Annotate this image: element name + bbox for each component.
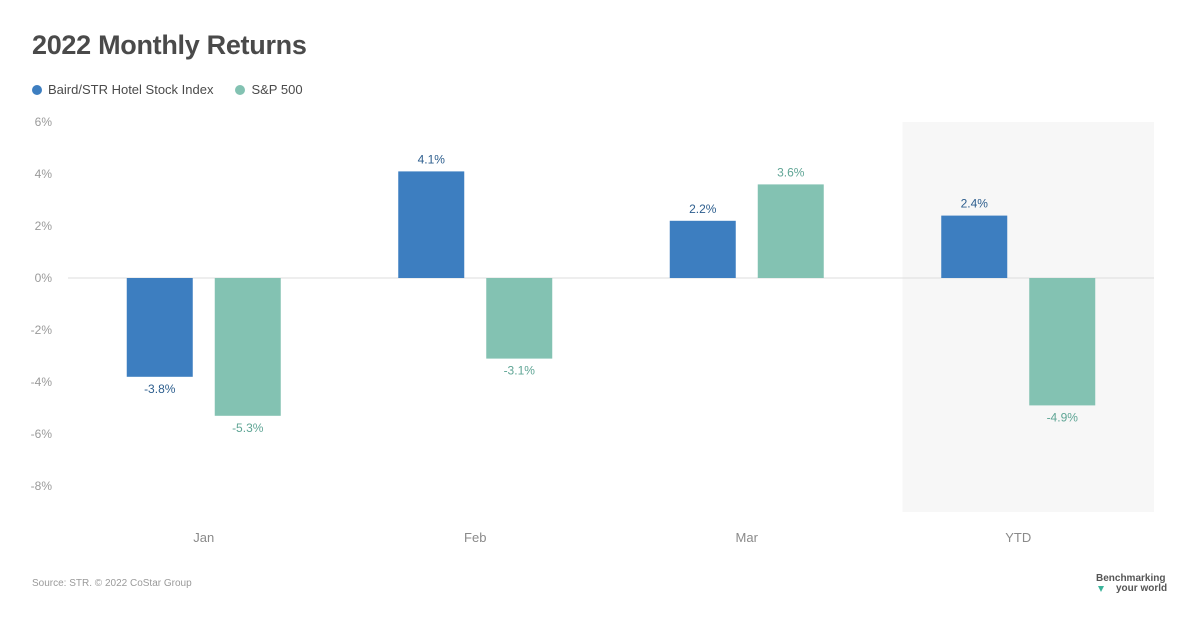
bar-2 [486, 278, 553, 359]
y-tick-label: 2% [35, 219, 53, 233]
x-tick-label: Feb [464, 530, 486, 545]
y-tick-label: -2% [31, 323, 53, 337]
legend: Baird/STR Hotel Stock Index S&P 500 [32, 82, 303, 97]
y-tick-label: 6% [35, 115, 53, 129]
chart-title: 2022 Monthly Returns [32, 30, 307, 60]
source-note: Source: STR. © 2022 CoStar Group [32, 578, 192, 589]
x-tick-label: YTD [1005, 530, 1031, 545]
legend-label-series-2: S&P 500 [251, 82, 303, 97]
data-label-1: 2.2% [689, 202, 717, 216]
bar-2 [1029, 278, 1096, 406]
y-tick-label: -4% [31, 375, 53, 389]
bar-1 [126, 278, 193, 377]
legend-swatch-series-1 [32, 84, 42, 95]
data-label-2: -5.3% [232, 421, 264, 435]
y-tick-label: 0% [35, 271, 53, 285]
logo-line-2: your world [1116, 583, 1167, 594]
bar-2 [214, 278, 281, 416]
benchmarking-logo: Benchmarking your world [1096, 573, 1167, 594]
y-tick-label: -8% [31, 479, 53, 493]
bar-1 [941, 215, 1008, 278]
data-label-1: -3.8% [144, 382, 176, 396]
highlight-band [902, 122, 1154, 512]
y-tick-label: 4% [35, 167, 53, 181]
legend-item-series-1: Baird/STR Hotel Stock Index [32, 82, 213, 97]
x-tick-label: Mar [736, 530, 759, 545]
legend-label-series-1: Baird/STR Hotel Stock Index [48, 82, 214, 97]
y-tick-label: -6% [31, 427, 53, 441]
x-tick-label: Jan [193, 530, 214, 545]
legend-swatch-series-2 [235, 84, 246, 95]
bar-1 [669, 220, 736, 278]
data-label-1: 4.1% [418, 152, 446, 166]
data-label-2: 3.6% [777, 165, 805, 179]
logo-line-1: Benchmarking [1096, 573, 1165, 584]
logo-mark-icon [1098, 586, 1104, 592]
data-label-1: 2.4% [961, 197, 989, 211]
bar-1 [398, 171, 465, 278]
data-label-2: -4.9% [1047, 410, 1079, 424]
bar-2 [757, 184, 824, 278]
legend-item-series-2: S&P 500 [235, 82, 303, 97]
data-label-2: -3.1% [504, 364, 536, 378]
